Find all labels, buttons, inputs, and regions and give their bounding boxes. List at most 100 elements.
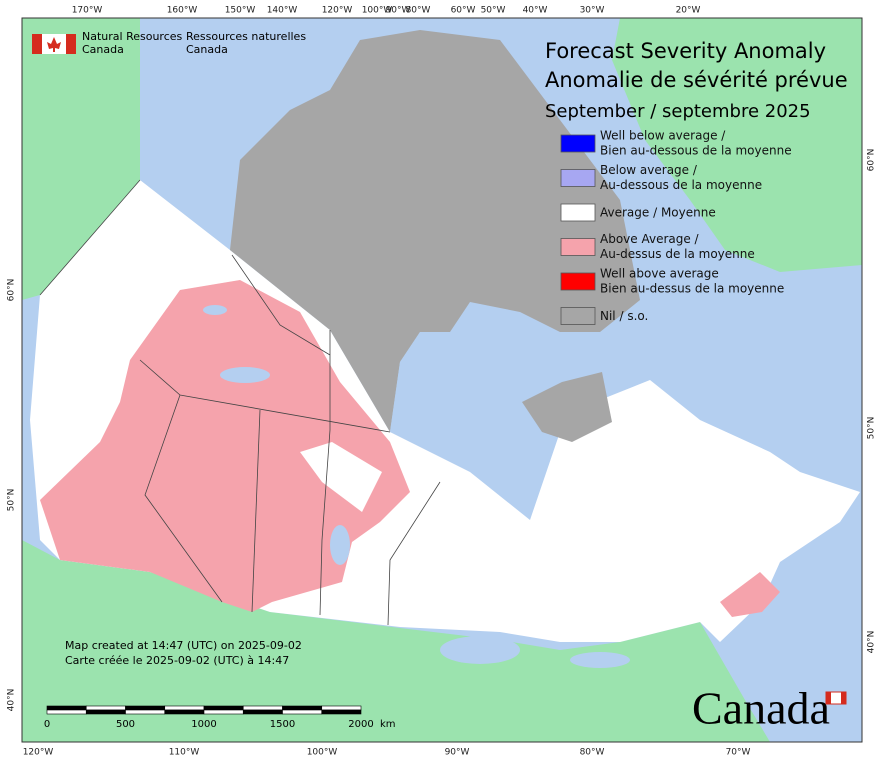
graticule-label: 40°N (867, 631, 877, 654)
graticule-label: 20°W (676, 6, 701, 16)
graticule-label: 100°W (307, 748, 338, 758)
border (39, 179, 141, 296)
lakes (203, 305, 630, 668)
legend-label: Well above average (600, 267, 719, 281)
border (251, 409, 261, 613)
legend: Well below average /Bien au-dessous de l… (560, 129, 792, 325)
scale-unit: km (380, 719, 396, 730)
scale-segment (282, 709, 323, 715)
graticule-label: 70°W (726, 748, 751, 758)
scale-label: 1000 (191, 719, 216, 730)
graticule-label: 60°W (451, 6, 476, 16)
wordmark-flag (826, 692, 831, 704)
legend-label: Au-dessus de la moyenne (600, 247, 755, 261)
logo-text: Natural Resources (82, 30, 183, 43)
maple-leaf (47, 37, 61, 52)
wordmark: Canada (692, 683, 830, 734)
scale-segment (125, 705, 166, 711)
ungava-nil (522, 372, 612, 442)
average-island (300, 442, 382, 512)
lake (220, 367, 270, 383)
scale-label: 2000 (348, 719, 373, 730)
alaska (22, 18, 140, 300)
graticule-label: 100°W (362, 6, 393, 16)
scale-segment (164, 709, 205, 715)
graticule-label: 150°W (225, 6, 256, 16)
legend-label: Au-dessous de la moyenne (600, 178, 762, 192)
legend-label: Average / Moyenne (600, 206, 716, 220)
graticule-label: 60°N (867, 149, 877, 172)
legend-swatch (560, 238, 596, 256)
scale-segment (321, 705, 362, 711)
legend-swatch (560, 169, 596, 187)
scale-bar: 0 500 1000 1500 2000 km (44, 705, 396, 730)
borders (39, 179, 441, 626)
border (319, 330, 331, 616)
scale-segment (242, 709, 283, 715)
above-average-west (40, 280, 410, 612)
legend-swatch (560, 203, 596, 222)
legend-swatch (560, 307, 596, 325)
flag-band (66, 34, 76, 54)
lake (203, 305, 227, 315)
map (22, 18, 862, 742)
title: Forecast Severity Anomaly (545, 39, 826, 63)
legend-swatch (560, 272, 596, 291)
legend-label: Above Average / (600, 232, 700, 246)
scale-label: 500 (116, 719, 135, 730)
scale-segment (46, 705, 87, 711)
flag-band (32, 34, 42, 54)
arctic-nil (230, 30, 640, 432)
graticule: 170°W 160°W 150°W 140°W 120°W 100°W90°W80°W 60… (7, 6, 877, 758)
logo-text: Canada (82, 43, 124, 56)
border (144, 394, 223, 603)
subtitle: September / septembre 2025 (545, 101, 811, 122)
graticule-label: 90°W (445, 748, 470, 758)
logo-text: Canada (186, 43, 228, 56)
above-average-maritimes (720, 572, 780, 617)
graticule-label: 110°W (169, 748, 200, 758)
scale-segment (125, 709, 166, 715)
graticule-label: 90°W (386, 6, 411, 16)
legend-label: Bien au-dessous de la moyenne (600, 144, 792, 158)
scale-segment (85, 709, 126, 715)
hudson-bay (390, 332, 542, 472)
graticule-label: 170°W (72, 6, 103, 16)
title: Anomalie de sévérité prévue (545, 68, 848, 92)
scale-segment (203, 709, 244, 715)
united-states (22, 540, 770, 742)
logo-text: Ressources naturelles (186, 30, 306, 43)
graticule-label: 50°N (7, 489, 17, 512)
graticule-label: 50°W (481, 6, 506, 16)
scale-segment (46, 709, 87, 715)
graticule-label: 50°N (867, 417, 877, 440)
graticule-label: 140°W (267, 6, 298, 16)
scale-segment (164, 705, 205, 711)
legend-label: Well below average / (600, 129, 726, 143)
scale-label: 1500 (270, 719, 295, 730)
graticule-label: 40°W (523, 6, 548, 16)
graticule-label: 80°W (406, 6, 431, 16)
footer-note: Map created at 14:47 (UTC) on 2025-09-02 (65, 639, 302, 652)
graticule-label: 80°W (580, 748, 605, 758)
scale-label: 0 (44, 719, 50, 730)
lake (440, 636, 520, 664)
border (231, 254, 331, 356)
border (387, 481, 441, 626)
lake (330, 525, 350, 565)
graticule-label: 30°W (580, 6, 605, 16)
graticule-label: 40°N (7, 689, 17, 712)
graticule-label: 160°W (167, 6, 198, 16)
scale-segment (242, 705, 283, 711)
footer-note: Carte créée le 2025-09-02 (UTC) à 14:47 (65, 654, 289, 667)
graticule-label: 120°W (23, 748, 54, 758)
scale-segment (282, 705, 323, 711)
legend-label: Below average / (600, 163, 698, 177)
graticule-label: 60°N (7, 279, 17, 302)
scale-segment (203, 705, 244, 711)
logo: Natural Resources Canada Ressources natu… (32, 30, 306, 56)
lake (570, 652, 630, 668)
scale-segment (321, 709, 362, 715)
legend-label: Bien au-dessus de la moyenne (600, 282, 784, 296)
